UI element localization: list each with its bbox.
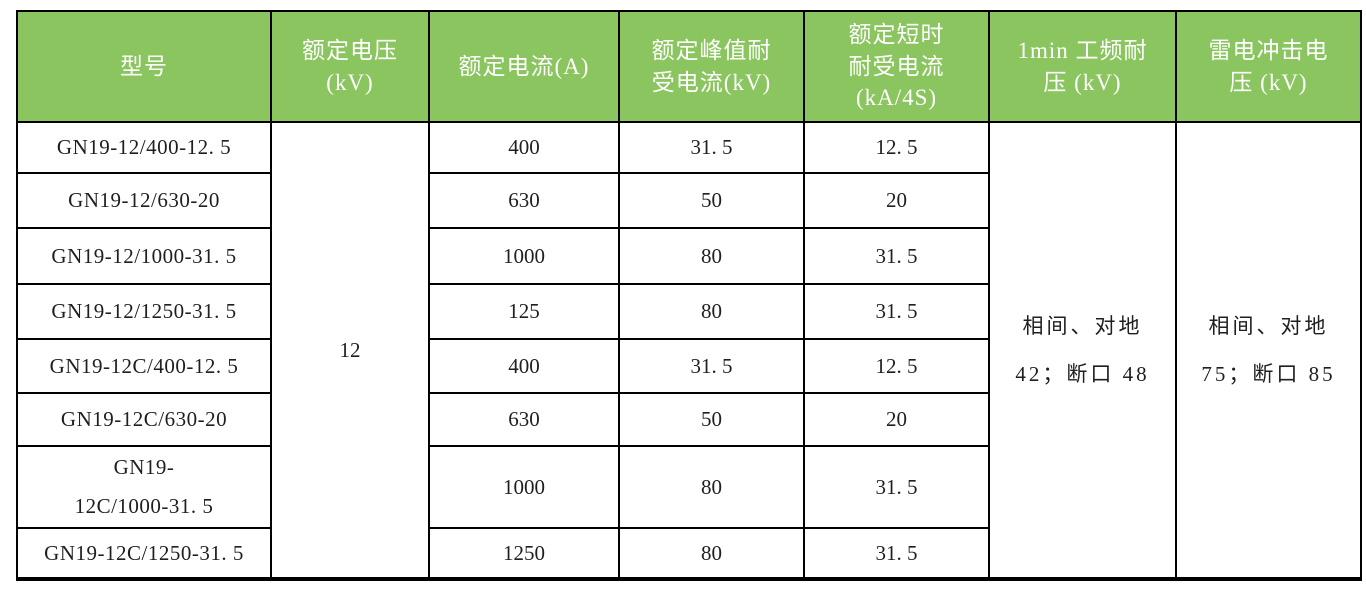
short-time-withstand-cell: 12. 5 [803,121,990,174]
header-cell-lightning: 雷电冲击电 压 (kV) [1175,10,1362,123]
header-cell-rated-voltage: 额定电压 (kV) [270,10,430,123]
rated-voltage-merged-cell: 12 [270,121,430,581]
table-header: 型号 额定电压 (kV) 额定电流(A) 额定峰值耐 受电流(kV) 额定短时 … [16,10,1362,123]
header-cell-peak-withstand: 额定峰值耐 受电流(kV) [618,10,805,123]
header-cell-power-freq: 1min 工频耐 压 (kV) [988,10,1177,123]
rated-current-cell: 1250 [428,527,620,581]
rated-current-cell: 125 [428,283,620,340]
rated-current-cell: 630 [428,392,620,447]
rated-current-cell: 1000 [428,445,620,529]
model-cell: GN19-12/400-12. 5 [16,121,272,174]
short-time-withstand-cell: 20 [803,172,990,229]
table-row: GN19-12/400-12. 5 12 400 31. 5 12. 5 相间、… [16,121,1362,581]
switch-spec-table: 型号 额定电压 (kV) 额定电流(A) 额定峰值耐 受电流(kV) 额定短时 … [16,10,1362,581]
table-row: GN19-12/1250-31. 5 125 80 31. 5 [16,283,1361,340]
short-time-withstand-cell: 31. 5 [803,445,990,529]
model-cell: GN19-12C/400-12. 5 [16,338,272,394]
table-row: GN19-12C/1250-31. 5 1250 80 31. 5 [16,527,1361,581]
peak-withstand-cell: 80 [618,283,805,340]
rated-current-cell: 400 [428,121,620,174]
peak-withstand-cell: 80 [618,227,805,285]
short-time-withstand-cell: 31. 5 [803,527,990,581]
rated-current-cell: 400 [428,338,620,394]
short-time-withstand-cell: 20 [803,392,990,447]
header-row: 型号 额定电压 (kV) 额定电流(A) 额定峰值耐 受电流(kV) 额定短时 … [16,10,1362,123]
table-body: GN19-12/400-12. 5 12 400 31. 5 12. 5 相间、… [16,121,1362,581]
short-time-withstand-cell: 31. 5 [803,283,990,340]
short-time-withstand-cell: 31. 5 [803,227,990,285]
peak-withstand-cell: 31. 5 [618,121,805,174]
model-cell: GN19-12/1000-31. 5 [16,227,272,285]
peak-withstand-cell: 50 [618,172,805,229]
peak-withstand-cell: 50 [618,392,805,447]
peak-withstand-cell: 80 [618,527,805,581]
power-freq-merged-cell: 相间、对地 42；断口 48 [988,121,1177,581]
model-cell: GN19- 12C/1000-31. 5 [16,445,272,529]
header-cell-model: 型号 [16,10,272,123]
lightning-merged-cell: 相间、对地 75；断口 85 [1175,121,1362,581]
table-row: GN19-12/1000-31. 5 1000 80 31. 5 [16,227,1361,285]
rated-current-cell: 630 [428,172,620,229]
short-time-withstand-cell: 12. 5 [803,338,990,394]
table-row: GN19-12/630-20 630 50 20 [16,172,1361,229]
peak-withstand-cell: 31. 5 [618,338,805,394]
model-cell: GN19-12/630-20 [16,172,272,229]
model-cell: GN19-12C/630-20 [16,392,272,447]
model-cell: GN19-12/1250-31. 5 [16,283,272,340]
model-cell: GN19-12C/1250-31. 5 [16,527,272,581]
table-row: GN19-12C/400-12. 5 400 31. 5 12. 5 [16,338,1361,394]
rated-current-cell: 1000 [428,227,620,285]
table-row: GN19- 12C/1000-31. 5 1000 80 31. 5 [16,445,1361,529]
header-cell-rated-current: 额定电流(A) [428,10,620,123]
header-cell-short-time-withstand: 额定短时 耐受电流 (kA/4S) [803,10,990,123]
peak-withstand-cell: 80 [618,445,805,529]
table-row: GN19-12C/630-20 630 50 20 [16,392,1361,447]
